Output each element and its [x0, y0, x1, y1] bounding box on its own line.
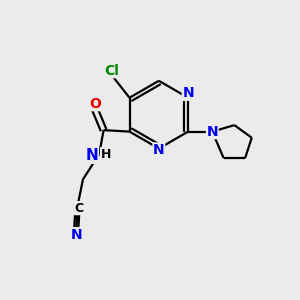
Text: N: N	[182, 86, 194, 100]
Text: N: N	[153, 143, 165, 157]
Text: N: N	[206, 124, 218, 139]
Text: H: H	[100, 148, 111, 161]
Text: N: N	[85, 148, 98, 163]
Text: N: N	[70, 228, 82, 242]
Text: Cl: Cl	[104, 64, 119, 78]
Text: O: O	[89, 97, 101, 111]
Text: C: C	[75, 202, 84, 215]
